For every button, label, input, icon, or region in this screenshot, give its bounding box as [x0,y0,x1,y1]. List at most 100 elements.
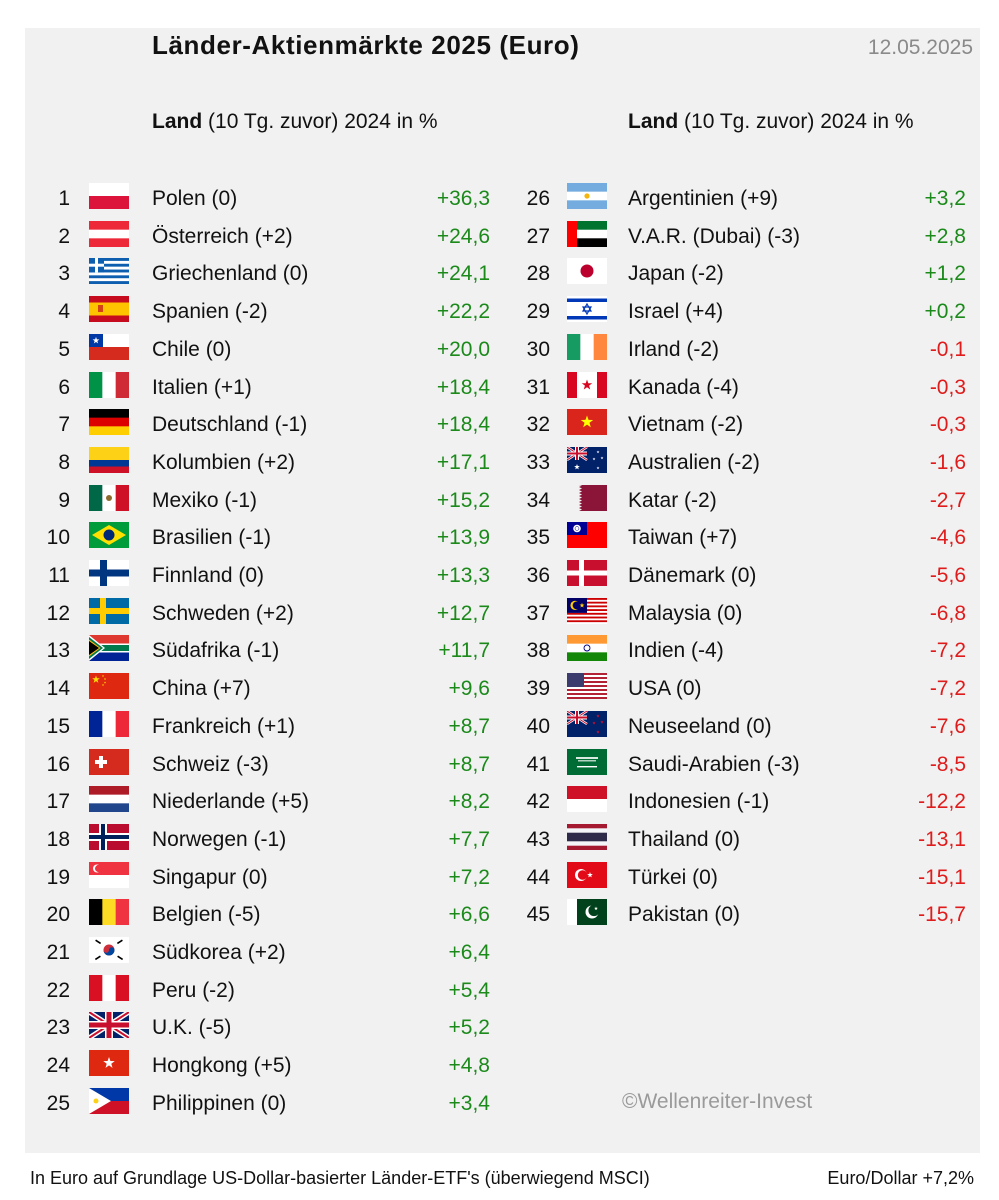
table-row: 36 Dänemark (0) -5,6 [0,558,999,592]
rank-number: 45 [526,903,550,927]
country-name: Schweiz (-3) [152,752,269,776]
performance-value: -8,5 [929,752,966,776]
rank-number: 38 [526,639,550,663]
uk-flag [89,1012,129,1039]
country-name: Taiwan (+7) [628,526,738,550]
performance-value: -0,3 [929,413,966,437]
indonesia-flag [567,786,607,813]
rank-number: 6 [58,375,70,399]
new-zealand-flag [567,710,607,737]
country-name: Chile (0) [152,337,232,361]
turkey-flag [567,861,607,888]
table-row: 8 Kolumbien (+2) +17,1 [0,445,999,479]
peru-flag [89,974,129,1001]
performance-value: -15,7 [918,903,966,927]
rank-number: 7 [58,413,70,437]
table-row: 7 Deutschland (-1) +18,4 [0,407,999,441]
country-name: Dänemark (0) [628,564,757,587]
rank-number: 39 [526,677,550,701]
rank-number: 33 [526,450,550,474]
performance-value: +7,7 [448,827,490,851]
australia-flag [567,446,607,473]
country-name: Saudi-Arabien (-3) [628,752,800,776]
performance-value: +15,2 [436,488,490,512]
saudi-arabia-flag [567,748,607,775]
rank-number: 2 [58,224,70,248]
performance-value: +18,4 [436,413,490,437]
rank-number: 3 [58,262,70,286]
table-row: 2 Österreich (+2) +24,6 [0,219,999,253]
rank-number: 26 [526,187,550,210]
header-land: Land [628,110,679,133]
footer-note: In Euro auf Grundlage US-Dollar-basierte… [30,1168,650,1188]
performance-value: -0,1 [929,337,966,361]
performance-value: +3,4 [448,1091,490,1115]
table-row: 35 Taiwan (+7) -4,6 [0,520,999,554]
mexico-flag [89,484,129,511]
rank-number: 27 [526,224,550,248]
ireland-flag [567,333,607,360]
poland-flag [89,183,129,209]
table-row: 26 Argentinien (+9) +3,2 [0,181,999,215]
usa-flag [567,673,607,700]
india-flag [567,635,607,662]
table-row: 15 Frankreich (+1) +8,7 [0,709,999,743]
rank-number: 12 [46,601,70,625]
rank-number: 42 [526,790,550,814]
performance-value: -1,6 [929,450,966,474]
rank-number: 43 [526,827,550,851]
uae-flag [567,220,607,247]
table-row: 18 Norwegen (-1) +7,7 [0,822,999,856]
country-name: USA (0) [628,677,702,701]
performance-value: +9,6 [448,677,490,701]
country-name: Irland (-2) [628,337,720,361]
table-row: 37 Malaysia (0) -6,8 [0,596,999,630]
israel-flag [567,296,607,323]
rank-number: 18 [46,827,70,851]
table-row: 28 Japan (-2) +1,2 [0,256,999,290]
country-name: Norwegen (-1) [152,827,287,851]
rank-number: 11 [48,564,70,587]
table-row: 33 Australien (-2) -1,6 [0,445,999,479]
table-row: 27 V.A.R. (Dubai) (-3) +2,8 [0,219,999,253]
table-row: 16 Schweiz (-3) +8,7 [0,747,999,781]
country-name: Philippinen (0) [152,1091,287,1115]
rank-number: 9 [58,488,70,512]
country-name: Vietnam (-2) [628,413,744,437]
table-row: 6 Italien (+1) +18,4 [0,370,999,404]
greece-flag [89,258,129,285]
country-name: Schweden (+2) [152,601,294,625]
performance-value: +6,6 [448,903,490,927]
rank-number: 14 [46,677,70,701]
performance-value: +13,3 [436,564,490,587]
table-row: 17 Niederlande (+5) +8,2 [0,784,999,818]
country-name: Belgien (-5) [152,903,261,927]
table-row: 21 Südkorea (+2) +6,4 [0,935,999,969]
rank-number: 8 [58,450,70,474]
performance-value: +36,3 [436,187,490,210]
country-name: Thailand (0) [628,827,741,851]
table-row: 14 China (+7) +9,6 [0,671,999,705]
thailand-flag [567,823,607,850]
header-land: Land [152,110,203,133]
rank-number: 31 [526,375,550,399]
country-name: Hongkong (+5) [152,1054,292,1078]
country-name: Spanien (-2) [152,300,268,324]
performance-value: +5,2 [448,1016,490,1040]
header-year: 2024 in % [344,110,438,133]
country-name: Katar (-2) [628,488,717,512]
rank-number: 30 [526,337,550,361]
performance-value: +7,2 [448,865,490,889]
table-row: 12 Schweden (+2) +12,7 [0,596,999,630]
rank-number: 10 [46,526,70,550]
country-name: Brasilien (-1) [152,526,272,550]
performance-value: -12,2 [918,790,966,814]
table-row: 44 Türkei (0) -15,1 [0,860,999,894]
rank-number: 13 [46,639,70,663]
table-row: 5 Chile (0) +20,0 [0,332,999,366]
header-zuvor: (10 Tg. zuvor) [208,110,339,133]
italy-flag [89,371,129,398]
south-africa-flag [89,635,129,662]
pakistan-flag [567,899,607,926]
date-label: 12.05.2025 [867,36,973,59]
